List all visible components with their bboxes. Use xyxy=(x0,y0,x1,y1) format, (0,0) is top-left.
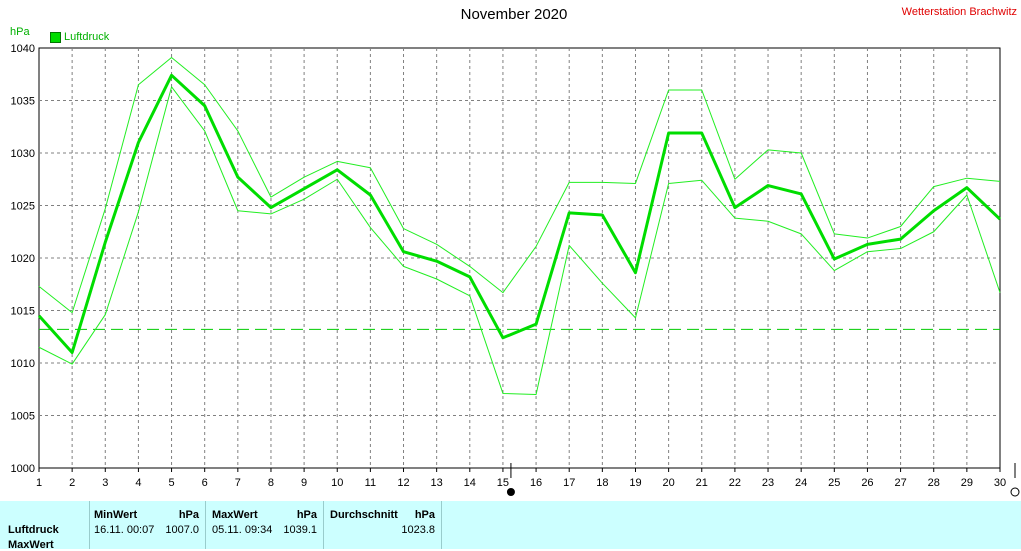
station-name: Wetterstation Brachwitz xyxy=(901,6,1017,18)
row-label-maxwert: MaxWert xyxy=(8,539,54,551)
max-header: MaxWert xyxy=(212,509,258,521)
min-time: 16.11. 00:07 xyxy=(94,524,155,536)
y-tick-label: 1035 xyxy=(11,96,35,108)
x-tick-label: 22 xyxy=(729,477,741,489)
x-tick-label: 4 xyxy=(135,477,141,489)
stats-panel: Luftdruck MaxWert MinWert hPa 16.11. 00:… xyxy=(0,501,1021,551)
min-value: 1007.0 xyxy=(165,524,199,536)
max-unit: hPa xyxy=(296,509,317,521)
x-tick-label: 18 xyxy=(596,477,608,489)
x-tick-label: 6 xyxy=(202,477,208,489)
x-tick-label: 1 xyxy=(36,477,42,489)
cursor-marker-dot xyxy=(506,488,515,496)
x-tick-label: 27 xyxy=(894,477,906,489)
x-tick-label: 15 xyxy=(497,477,509,489)
x-tick-label: 29 xyxy=(961,477,973,489)
end-marker-circle xyxy=(1010,487,1020,497)
x-tick-label: 8 xyxy=(268,477,274,489)
y-tick-label: 1000 xyxy=(11,463,35,475)
y-tick-label: 1015 xyxy=(11,306,35,318)
x-tick-label: 28 xyxy=(928,477,940,489)
x-tick-label: 19 xyxy=(629,477,641,489)
stats-row-labels: Luftdruck MaxWert xyxy=(0,501,90,551)
y-tick-label: 1040 xyxy=(11,43,35,55)
legend-swatch xyxy=(50,31,61,43)
max-value: 1039.1 xyxy=(283,524,317,536)
x-tick-label: 23 xyxy=(762,477,774,489)
x-tick-label: 3 xyxy=(102,477,108,489)
x-tick-label: 20 xyxy=(662,477,674,489)
avg-unit: hPa xyxy=(414,509,435,521)
x-tick-label: 21 xyxy=(696,477,708,489)
x-tick-label: 7 xyxy=(235,477,241,489)
max-time: 05.11. 09:34 xyxy=(212,524,273,536)
y-tick-label: 1020 xyxy=(11,253,35,265)
x-tick-label: 24 xyxy=(795,477,807,489)
x-tick-label: 10 xyxy=(331,477,343,489)
y-axis-unit: hPa xyxy=(10,26,30,38)
legend: Luftdruck xyxy=(50,31,109,43)
y-tick-label: 1030 xyxy=(11,148,35,160)
x-tick-label: 14 xyxy=(464,477,476,489)
x-tick-label: 17 xyxy=(563,477,575,489)
x-tick-label: 13 xyxy=(431,477,443,489)
y-tick-label: 1025 xyxy=(11,201,35,213)
stats-min-column: MinWert hPa 16.11. 00:07 1007.0 xyxy=(90,501,206,549)
x-tick-label: 2 xyxy=(69,477,75,489)
x-tick-label: 12 xyxy=(397,477,409,489)
series-line-max xyxy=(38,56,1001,314)
x-tick-label: 25 xyxy=(828,477,840,489)
x-tick-label: 16 xyxy=(530,477,542,489)
y-tick-label: 1010 xyxy=(11,358,35,370)
x-tick-label: 30 xyxy=(994,477,1006,489)
y-tick-label: 1005 xyxy=(11,411,35,423)
min-header: MinWert xyxy=(94,509,138,521)
min-unit: hPa xyxy=(178,509,199,521)
avg-header: Durchschnitt xyxy=(330,509,398,521)
stats-max-column: MaxWert hPa 05.11. 09:34 1039.1 xyxy=(206,501,324,549)
x-tick-label: 5 xyxy=(168,477,174,489)
stats-avg-column: Durchschnitt hPa 1023.8 xyxy=(324,501,442,549)
avg-value: 1023.8 xyxy=(401,524,435,536)
chart-title: November 2020 xyxy=(460,6,568,23)
x-tick-label: 26 xyxy=(861,477,873,489)
x-tick-label: 11 xyxy=(365,477,376,489)
legend-label: Luftdruck xyxy=(64,31,110,43)
series-line-min xyxy=(38,86,1001,395)
series-line-luftdruck xyxy=(37,73,1002,354)
x-tick-label: 9 xyxy=(301,477,307,489)
row-label-luftdruck: Luftdruck xyxy=(8,524,59,536)
